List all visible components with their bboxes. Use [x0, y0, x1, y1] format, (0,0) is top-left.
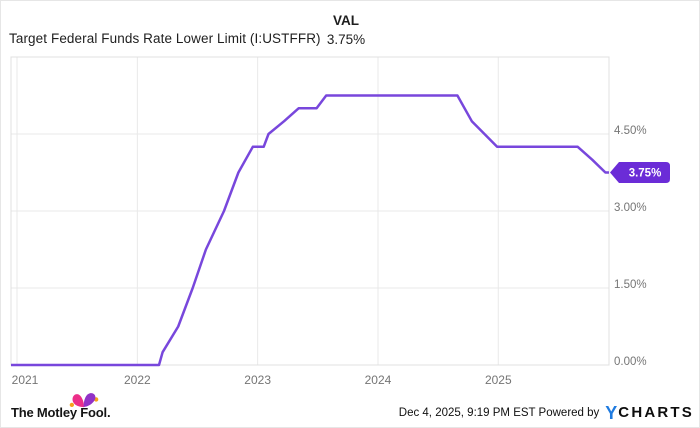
- y-axis-tick-label: 1.50%: [614, 279, 647, 291]
- motley-fool-logo: The Motley Fool.: [11, 404, 111, 422]
- x-axis-tick-label: 2021: [11, 373, 39, 387]
- y-axis-tick-label: 3.00%: [614, 202, 647, 214]
- rate-line: [11, 94, 609, 367]
- current-value-column: VAL 3.75%: [306, 13, 386, 47]
- val-header-label: VAL: [333, 13, 359, 28]
- x-axis-tick-label: 2024: [364, 373, 392, 387]
- x-axis-tick-label: 2022: [123, 373, 151, 387]
- x-axis-tick-label: 2023: [244, 373, 271, 387]
- jester-hat-icon: [69, 393, 99, 408]
- val-current-value: 3.75%: [326, 32, 366, 47]
- chart-title: Target Federal Funds Rate Lower Limit (I…: [9, 31, 321, 46]
- hat-left-lobe: [72, 394, 84, 408]
- ycharts-y-glyph: Y: [605, 403, 618, 423]
- last-value-badge: [610, 162, 670, 183]
- y-axis-tick-label: 0.00%: [614, 356, 647, 368]
- plot-border: [10, 56, 610, 366]
- y-axis-tick-label: 4.50%: [614, 125, 647, 137]
- motley-fool-wordmark: The Motley Fool.: [11, 405, 111, 420]
- timestamp: Dec 4, 2025, 9:19 PM EST Powered by: [398, 407, 600, 419]
- ycharts-wordmark: CHARTS: [618, 404, 694, 421]
- hat-right-lobe: [83, 393, 96, 408]
- last-value-badge-text: 3.75%: [629, 168, 662, 180]
- x-axis-tick-label: 2025: [484, 373, 512, 387]
- attribution: Dec 4, 2025, 9:19 PM EST Powered by Y CH…: [399, 403, 694, 423]
